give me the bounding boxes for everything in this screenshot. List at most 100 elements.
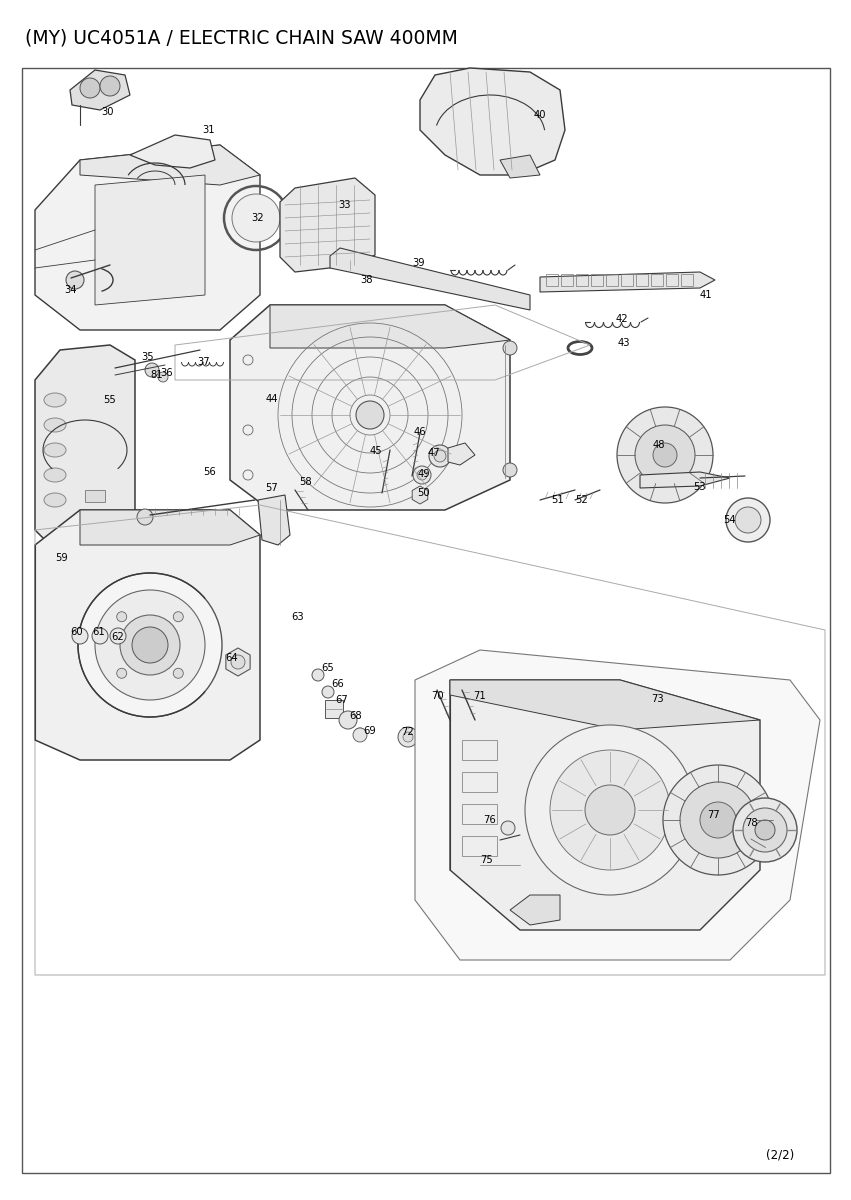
Polygon shape: [450, 680, 760, 930]
Circle shape: [525, 725, 695, 895]
Polygon shape: [230, 305, 510, 510]
Circle shape: [635, 425, 695, 485]
Circle shape: [117, 612, 127, 622]
Text: 34: 34: [65, 284, 77, 295]
Text: 77: 77: [708, 810, 721, 820]
Text: 54: 54: [723, 515, 736, 526]
Text: 38: 38: [361, 275, 374, 284]
Circle shape: [585, 785, 635, 835]
Polygon shape: [500, 155, 540, 178]
Text: 37: 37: [197, 358, 210, 367]
Polygon shape: [420, 68, 565, 175]
Text: 41: 41: [700, 290, 712, 300]
Polygon shape: [510, 895, 560, 925]
Text: 42: 42: [615, 314, 628, 324]
Text: 67: 67: [335, 695, 348, 704]
Polygon shape: [35, 145, 260, 330]
Polygon shape: [540, 272, 715, 292]
Polygon shape: [412, 486, 428, 504]
Circle shape: [417, 470, 427, 480]
Ellipse shape: [44, 443, 66, 457]
Circle shape: [398, 727, 418, 746]
Bar: [576, 274, 588, 286]
Text: 81: 81: [151, 370, 163, 380]
Circle shape: [174, 668, 183, 678]
Text: 73: 73: [652, 694, 665, 704]
Text: 53: 53: [694, 482, 706, 492]
Bar: [651, 274, 663, 286]
Text: 78: 78: [745, 818, 758, 828]
Text: 36: 36: [161, 368, 174, 378]
Bar: [636, 274, 648, 286]
Text: 62: 62: [111, 632, 124, 642]
Circle shape: [78, 572, 222, 716]
Circle shape: [117, 668, 127, 678]
Text: 40: 40: [534, 110, 546, 120]
Text: 45: 45: [369, 446, 382, 456]
Polygon shape: [80, 510, 260, 545]
Bar: [561, 274, 573, 286]
Circle shape: [403, 732, 413, 742]
Circle shape: [137, 509, 153, 526]
Text: 68: 68: [350, 710, 363, 721]
Circle shape: [339, 710, 357, 728]
Bar: [666, 274, 678, 286]
Text: 75: 75: [481, 854, 494, 865]
Text: 71: 71: [474, 691, 487, 701]
Text: 70: 70: [431, 691, 443, 701]
Polygon shape: [330, 248, 530, 310]
Circle shape: [232, 194, 280, 242]
Circle shape: [72, 628, 88, 644]
Circle shape: [174, 612, 183, 622]
Circle shape: [110, 628, 126, 644]
Circle shape: [413, 466, 431, 484]
Circle shape: [95, 590, 205, 700]
Polygon shape: [415, 650, 820, 960]
Bar: [462, 772, 497, 792]
Bar: [681, 274, 693, 286]
Circle shape: [132, 626, 168, 662]
Text: 55: 55: [104, 395, 117, 404]
Ellipse shape: [44, 493, 66, 506]
Circle shape: [92, 628, 108, 644]
Circle shape: [434, 450, 446, 462]
Circle shape: [354, 728, 366, 740]
Polygon shape: [130, 134, 215, 168]
Polygon shape: [95, 175, 205, 305]
Circle shape: [503, 341, 517, 355]
Text: 66: 66: [332, 679, 345, 689]
Polygon shape: [35, 510, 260, 760]
Text: 60: 60: [71, 626, 83, 637]
Ellipse shape: [44, 468, 66, 482]
Circle shape: [617, 407, 713, 503]
Polygon shape: [80, 145, 260, 185]
Circle shape: [663, 766, 773, 875]
Circle shape: [503, 463, 517, 476]
Circle shape: [329, 701, 341, 713]
Ellipse shape: [44, 392, 66, 407]
Circle shape: [755, 820, 775, 840]
Circle shape: [680, 782, 756, 858]
Circle shape: [735, 506, 761, 533]
Circle shape: [342, 714, 354, 726]
Circle shape: [653, 443, 677, 467]
Ellipse shape: [44, 418, 66, 432]
Circle shape: [312, 670, 324, 680]
Bar: [325, 700, 343, 718]
Bar: [462, 836, 497, 856]
Bar: [85, 490, 105, 502]
Polygon shape: [70, 70, 130, 110]
Text: 59: 59: [55, 553, 68, 563]
Text: 33: 33: [339, 200, 351, 210]
Polygon shape: [448, 443, 475, 464]
Polygon shape: [450, 680, 760, 730]
Bar: [621, 274, 633, 286]
Text: 30: 30: [102, 107, 114, 116]
Bar: [591, 274, 603, 286]
Text: (MY) UC4051A / ELECTRIC CHAIN SAW 400MM: (MY) UC4051A / ELECTRIC CHAIN SAW 400MM: [25, 29, 458, 48]
Polygon shape: [270, 305, 510, 348]
Text: 44: 44: [266, 394, 278, 404]
Circle shape: [700, 802, 736, 838]
Circle shape: [429, 445, 451, 467]
Bar: [462, 740, 497, 760]
